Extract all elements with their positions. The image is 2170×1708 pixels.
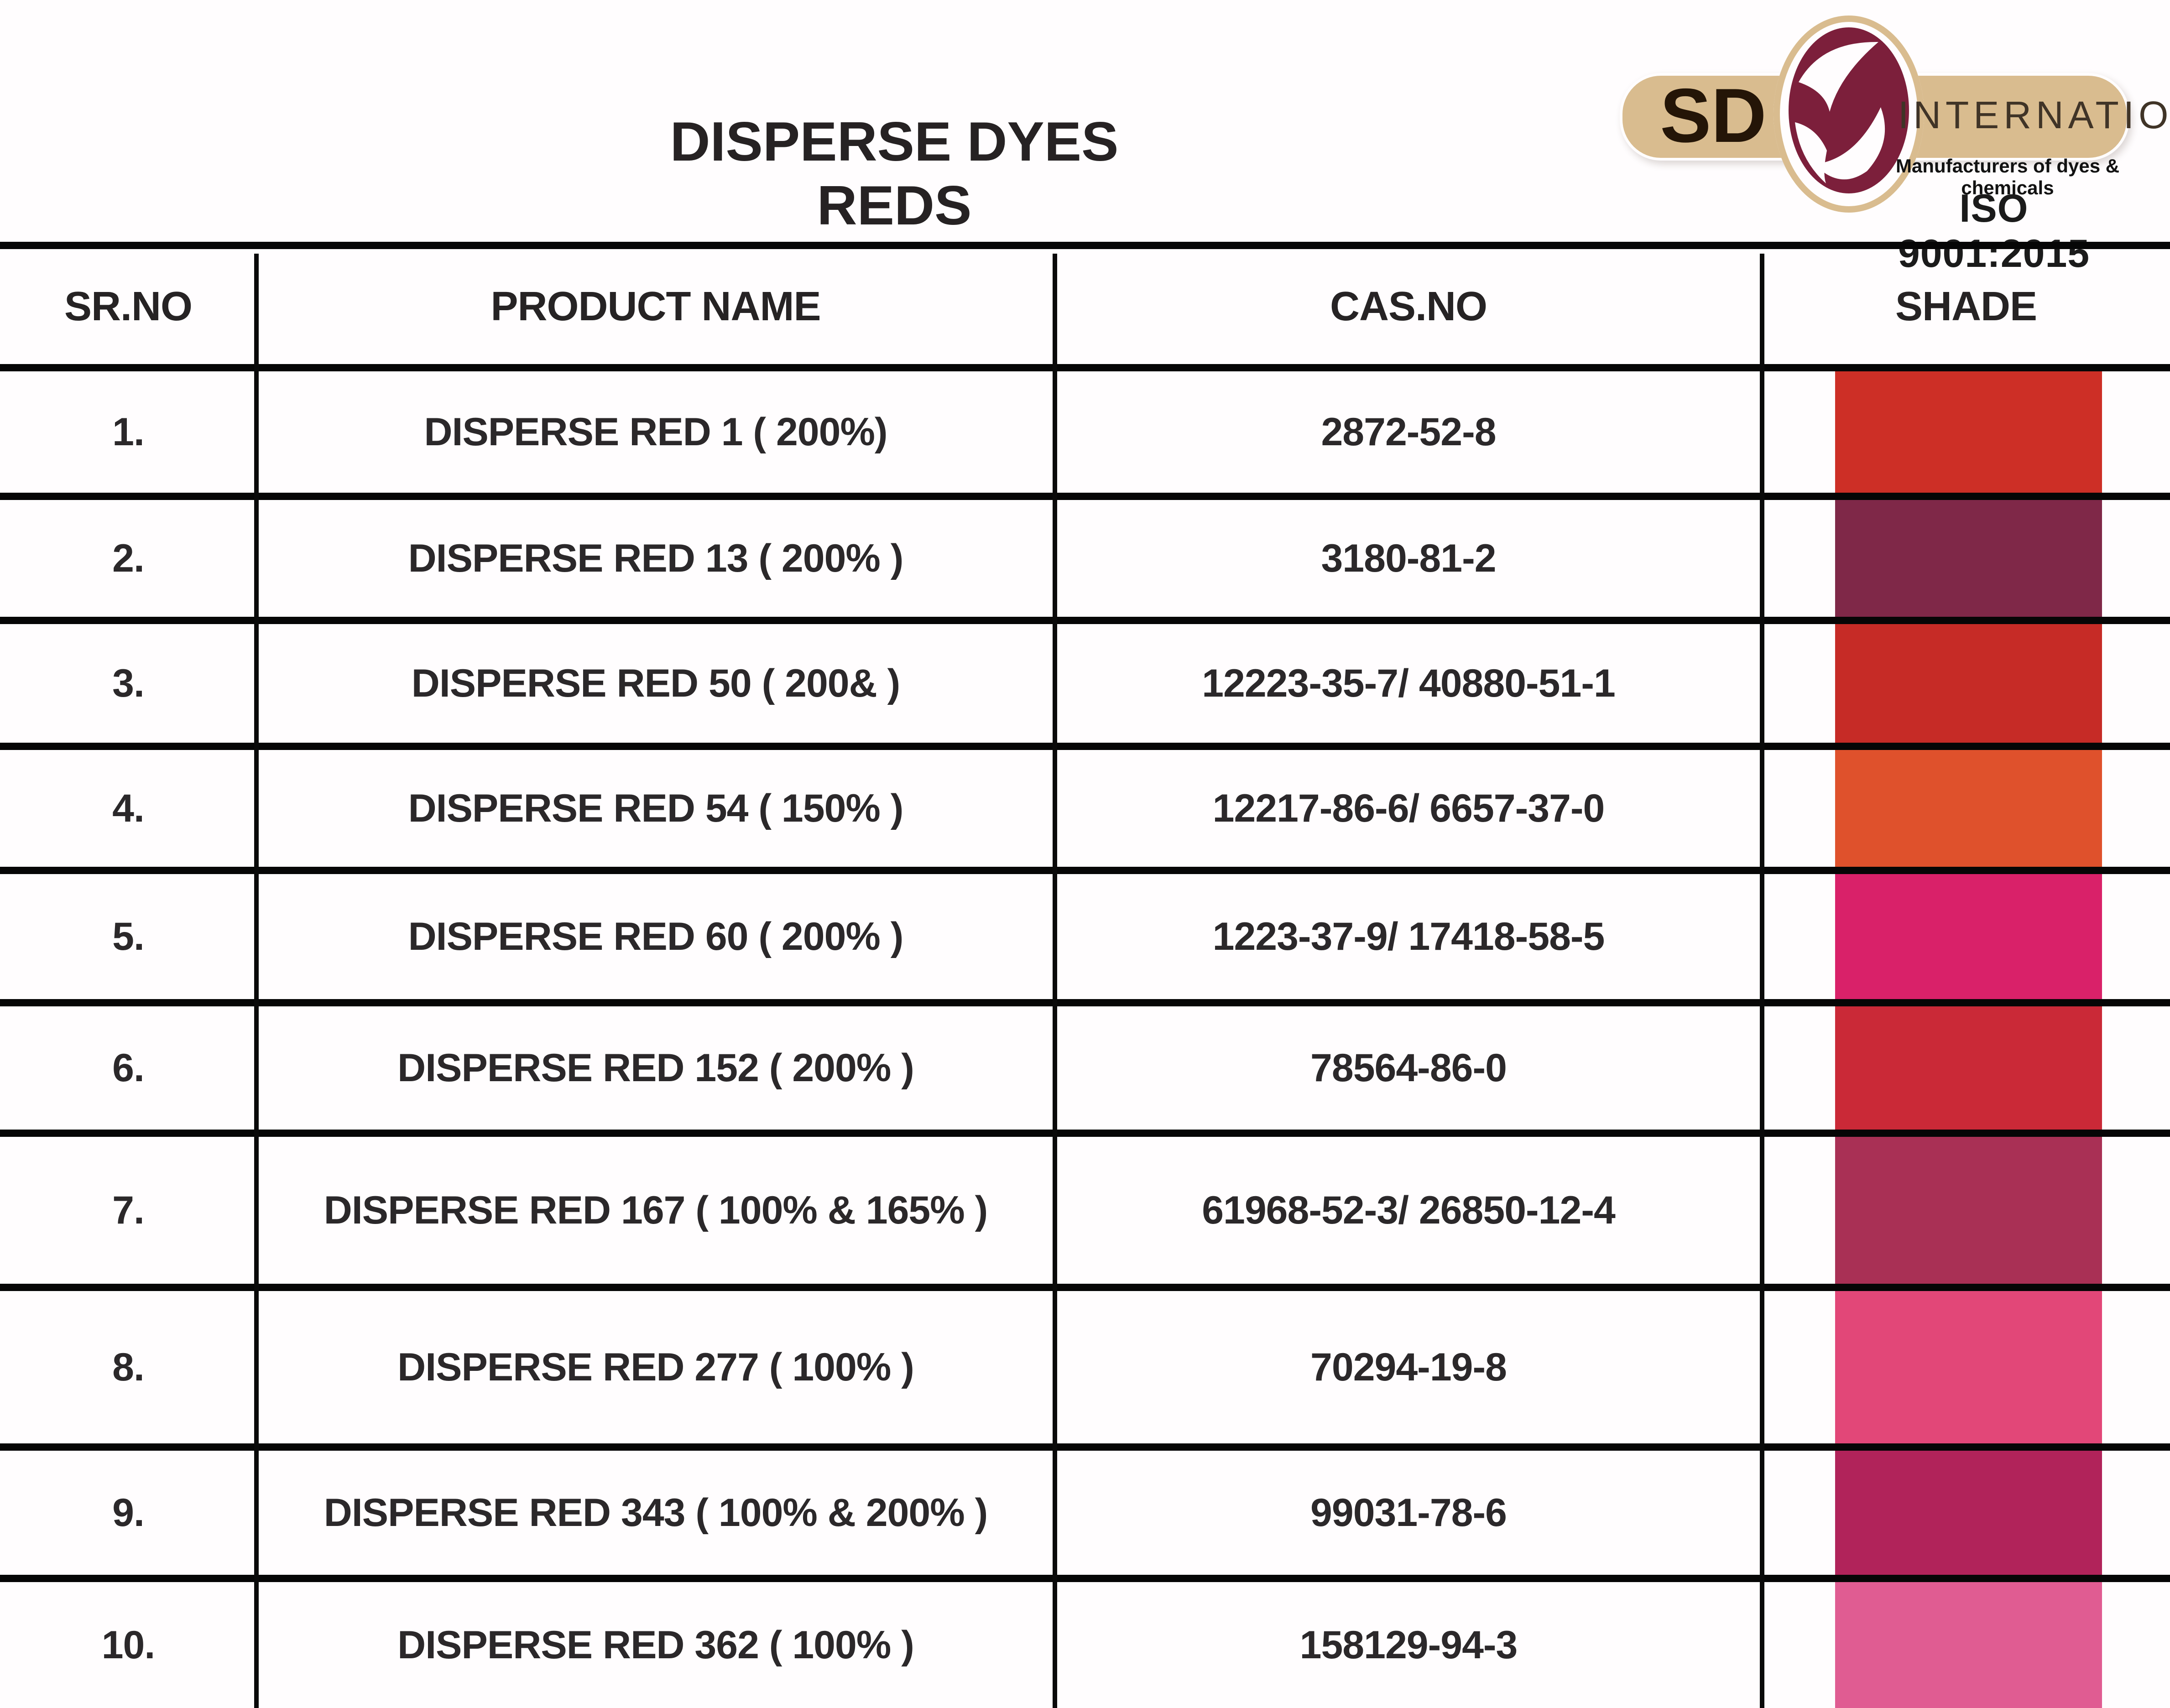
table-row: 5. DISPERSE RED 60 ( 200% ) 1223-37-9/ 1… xyxy=(0,867,2170,999)
shade-swatch xyxy=(1835,1451,2102,1575)
shade-cell xyxy=(1762,1582,2170,1708)
company-logo: SD INTERNATIONAL Manufacturers of dyes &… xyxy=(1606,16,2170,276)
table-row: 9. DISPERSE RED 343 ( 100% & 200% ) 9903… xyxy=(0,1443,2170,1575)
shade-cell xyxy=(1762,750,2170,867)
header-product-name: PRODUCT NAME xyxy=(490,283,821,329)
shade-cell xyxy=(1762,1291,2170,1443)
cas-no: 99031-78-6 xyxy=(1310,1490,1507,1535)
product-name: DISPERSE RED 152 ( 200% ) xyxy=(397,1046,914,1090)
product-name: DISPERSE RED 54 ( 150% ) xyxy=(408,786,904,830)
shade-swatch xyxy=(1835,1137,2102,1284)
iso-certification: ISO 9001:2015 xyxy=(1898,187,2090,276)
sr-no: 6. xyxy=(112,1046,145,1090)
shade-swatch xyxy=(1835,750,2102,867)
shade-cell xyxy=(1762,874,2170,999)
table-row: 1. DISPERSE RED 1 ( 200%) 2872-52-8 xyxy=(0,364,2170,493)
cas-no: 2872-52-8 xyxy=(1321,410,1496,454)
product-name: DISPERSE RED 167 ( 100% & 165% ) xyxy=(323,1188,988,1232)
product-name: DISPERSE RED 277 ( 100% ) xyxy=(397,1345,914,1389)
cas-no: 78564-86-0 xyxy=(1310,1046,1507,1090)
sr-no: 4. xyxy=(112,786,145,830)
column-divider xyxy=(1760,254,1764,1708)
shade-swatch xyxy=(1835,371,2102,493)
logo-monogram: SD xyxy=(1660,73,1767,158)
cas-no: 1223-37-9/ 17418-58-5 xyxy=(1212,914,1605,958)
cas-no: 70294-19-8 xyxy=(1310,1345,1507,1389)
sr-no: 7. xyxy=(112,1188,145,1232)
table-row: 6. DISPERSE RED 152 ( 200% ) 78564-86-0 xyxy=(0,999,2170,1130)
shade-cell xyxy=(1762,500,2170,617)
cas-no: 158129-94-3 xyxy=(1299,1623,1518,1667)
product-name: DISPERSE RED 362 ( 100% ) xyxy=(397,1623,914,1667)
shade-swatch xyxy=(1835,1582,2102,1708)
header-shade: SHADE xyxy=(1895,283,2037,329)
column-divider xyxy=(254,254,259,1708)
product-name: DISPERSE RED 60 ( 200% ) xyxy=(408,914,904,958)
page-title: DISPERSE DYES REDS xyxy=(670,110,1119,236)
table-row: 3. DISPERSE RED 50 ( 200& ) 12223-35-7/ … xyxy=(0,617,2170,743)
table-row: 4. DISPERSE RED 54 ( 150% ) 12217-86-6/ … xyxy=(0,743,2170,867)
column-divider xyxy=(1053,254,1057,1708)
logo-tagline: Manufacturers of dyes & chemicals xyxy=(1895,155,2120,198)
cas-no: 12217-86-6/ 6657-37-0 xyxy=(1212,786,1605,830)
globe-icon xyxy=(1771,14,1926,214)
sr-no: 5. xyxy=(112,914,145,958)
dye-table: SR.NO PRODUCT NAME CAS.NO SHADE 1. DISPE… xyxy=(0,242,2170,1708)
shade-cell xyxy=(1762,624,2170,743)
cas-no: 61968-52-3/ 26850-12-4 xyxy=(1202,1188,1616,1232)
product-name: DISPERSE RED 1 ( 200%) xyxy=(424,410,887,454)
table-row: 7. DISPERSE RED 167 ( 100% & 165% ) 6196… xyxy=(0,1130,2170,1284)
table-header-row: SR.NO PRODUCT NAME CAS.NO SHADE xyxy=(0,242,2170,364)
table-row: 8. DISPERSE RED 277 ( 100% ) 70294-19-8 xyxy=(0,1284,2170,1443)
product-name: DISPERSE RED 13 ( 200% ) xyxy=(408,536,904,580)
shade-swatch xyxy=(1835,1291,2102,1443)
sr-no: 3. xyxy=(112,661,145,705)
sr-no: 2. xyxy=(112,536,145,580)
shade-cell xyxy=(1762,1006,2170,1130)
shade-cell xyxy=(1762,1137,2170,1284)
shade-cell xyxy=(1762,1451,2170,1575)
sr-no: 8. xyxy=(112,1345,145,1389)
shade-cell xyxy=(1762,371,2170,493)
shade-swatch xyxy=(1835,1006,2102,1130)
product-name: DISPERSE RED 343 ( 100% & 200% ) xyxy=(323,1490,988,1535)
sr-no: 9. xyxy=(112,1490,145,1535)
cas-no: 12223-35-7/ 40880-51-1 xyxy=(1202,661,1616,705)
header-sr-no: SR.NO xyxy=(64,283,193,329)
shade-swatch xyxy=(1835,624,2102,743)
table-row: 10. DISPERSE RED 362 ( 100% ) 158129-94-… xyxy=(0,1575,2170,1708)
product-name: DISPERSE RED 50 ( 200& ) xyxy=(411,661,900,705)
logo-company-name: INTERNATIONAL xyxy=(1898,94,2170,136)
cas-no: 3180-81-2 xyxy=(1321,536,1496,580)
sr-no: 1. xyxy=(112,410,145,454)
shade-swatch xyxy=(1835,874,2102,999)
shade-swatch xyxy=(1835,500,2102,617)
header-cas-no: CAS.NO xyxy=(1330,283,1487,329)
sr-no: 10. xyxy=(101,1623,156,1667)
table-row: 2. DISPERSE RED 13 ( 200% ) 3180-81-2 xyxy=(0,493,2170,617)
